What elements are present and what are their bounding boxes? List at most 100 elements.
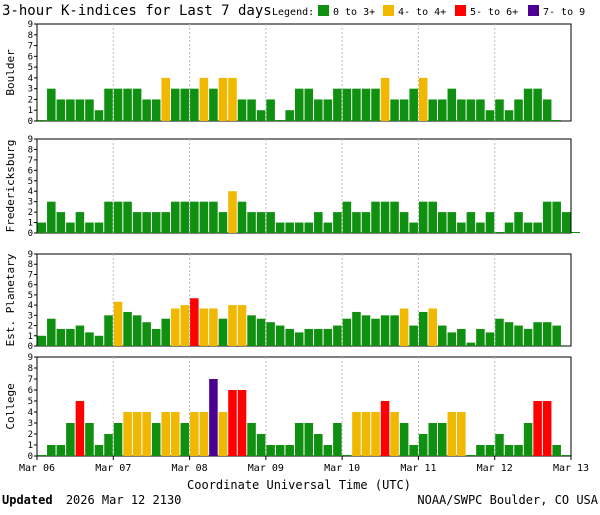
k-index-bar: [237, 201, 247, 233]
k-index-bar: [323, 328, 333, 346]
y-tick-label: 0: [28, 342, 33, 352]
k-index-bar: [85, 332, 94, 346]
k-index-bar: [561, 212, 571, 233]
k-index-bar: [113, 423, 123, 456]
k-index-bar: [495, 434, 504, 456]
k-index-bar: [256, 110, 266, 121]
k-index-bar: [523, 88, 533, 121]
k-index-bar: [132, 315, 142, 346]
legend-entry: 5- to 6+: [470, 7, 518, 18]
k-index-bar: [285, 445, 294, 456]
k-index-bar: [151, 99, 161, 121]
k-index-bar: [75, 212, 85, 233]
k-index-bar: [247, 315, 256, 346]
k-index-bar: [447, 412, 457, 456]
k-index-bar: [266, 212, 275, 233]
k-index-bar: [151, 328, 161, 346]
k-index-bar: [542, 401, 552, 456]
k-index-bar: [37, 222, 47, 233]
k-index-bar: [94, 222, 104, 233]
k-index-bar: [190, 298, 199, 346]
x-axis: Mar 06 Mar 07 Mar 08 Mar 09 Mar 10 Mar 11 Mar …: [19, 456, 589, 474]
k-index-bar: [361, 88, 371, 121]
chart-title: 3-hour K-indices for Last 7 days: [2, 3, 272, 19]
k-index-bar: [542, 99, 552, 121]
k-index-bar: [333, 325, 342, 346]
k-index-bar: [371, 318, 380, 346]
legend-swatch: [318, 5, 329, 16]
y-tick-label: 6: [28, 166, 33, 176]
y-tick-label: 1: [28, 219, 33, 229]
y-tick-label: 7: [28, 375, 33, 385]
k-index-bar: [390, 99, 399, 121]
x-tick-label: Mar 07: [95, 463, 131, 474]
k-index-bar: [371, 88, 380, 121]
k-index-bar: [485, 332, 495, 346]
k-index-bar: [428, 201, 437, 233]
k-index-bar: [171, 201, 180, 233]
k-index-bar: [94, 110, 104, 121]
k-index-bar: [342, 201, 352, 233]
k-index-bar: [457, 222, 466, 233]
k-index-bar: [228, 305, 237, 346]
k-index-bar: [428, 308, 437, 346]
k-index-bar: [190, 201, 199, 233]
k-index-bar: [466, 455, 476, 456]
k-index-bar: [561, 455, 571, 456]
k-index-bar: [266, 322, 275, 346]
k-index-bar: [485, 110, 495, 121]
k-index-bar: [199, 412, 209, 456]
panel-station-label: College: [4, 383, 17, 429]
k-index-bar: [457, 412, 466, 456]
y-tick-label: 3: [28, 311, 33, 321]
k-index-bar: [266, 99, 275, 121]
y-tick-label: 5: [28, 63, 33, 73]
k-index-bar: [56, 445, 66, 456]
legend-entry: 0 to 3+: [333, 7, 375, 18]
x-tick-label: Mar 08: [172, 463, 208, 474]
k-index-bar: [342, 318, 352, 346]
k-index-bar: [75, 99, 85, 121]
k-index-bar: [552, 325, 561, 346]
k-index-bar: [533, 322, 542, 346]
k-index-bar: [552, 120, 561, 121]
k-index-bar: [476, 445, 485, 456]
y-tick-label: 0: [28, 452, 33, 462]
k-index-bar: [142, 412, 151, 456]
k-index-bar: [447, 212, 457, 233]
k-index-bar: [161, 318, 170, 346]
k-index-bar: [161, 77, 170, 121]
k-index-bar: [294, 423, 304, 456]
k-index-bar: [352, 412, 361, 456]
k-index-bar: [323, 445, 333, 456]
k-index-bar: [333, 88, 342, 121]
k-index-bar: [418, 434, 428, 456]
k-index-bar: [438, 99, 447, 121]
k-index-bar: [438, 423, 447, 456]
k-index-bar: [85, 423, 94, 456]
y-tick-label: 8: [28, 31, 33, 41]
k-index-bar: [228, 77, 237, 121]
k-index-bar: [514, 445, 523, 456]
k-index-bar: [533, 88, 542, 121]
k-index-bar: [352, 88, 361, 121]
k-index-bar: [390, 315, 399, 346]
k-index-bar: [199, 308, 209, 346]
k-index-bar: [390, 201, 399, 233]
k-index-bar: [113, 201, 123, 233]
k-index-bar: [333, 212, 342, 233]
k-index-bar: [466, 212, 476, 233]
k-index-bar: [256, 212, 266, 233]
k-index-bar: [352, 212, 361, 233]
k-index-bar: [75, 401, 85, 456]
k-index-bar: [247, 99, 256, 121]
k-index-bar: [380, 315, 390, 346]
k-index-bar: [218, 412, 228, 456]
y-tick-label: 2: [28, 430, 33, 440]
y-tick-label: 1: [28, 332, 33, 342]
legend-entry: 4- to 4+: [398, 7, 446, 18]
k-index-bar: [47, 445, 56, 456]
k-index-bar: [485, 212, 495, 233]
